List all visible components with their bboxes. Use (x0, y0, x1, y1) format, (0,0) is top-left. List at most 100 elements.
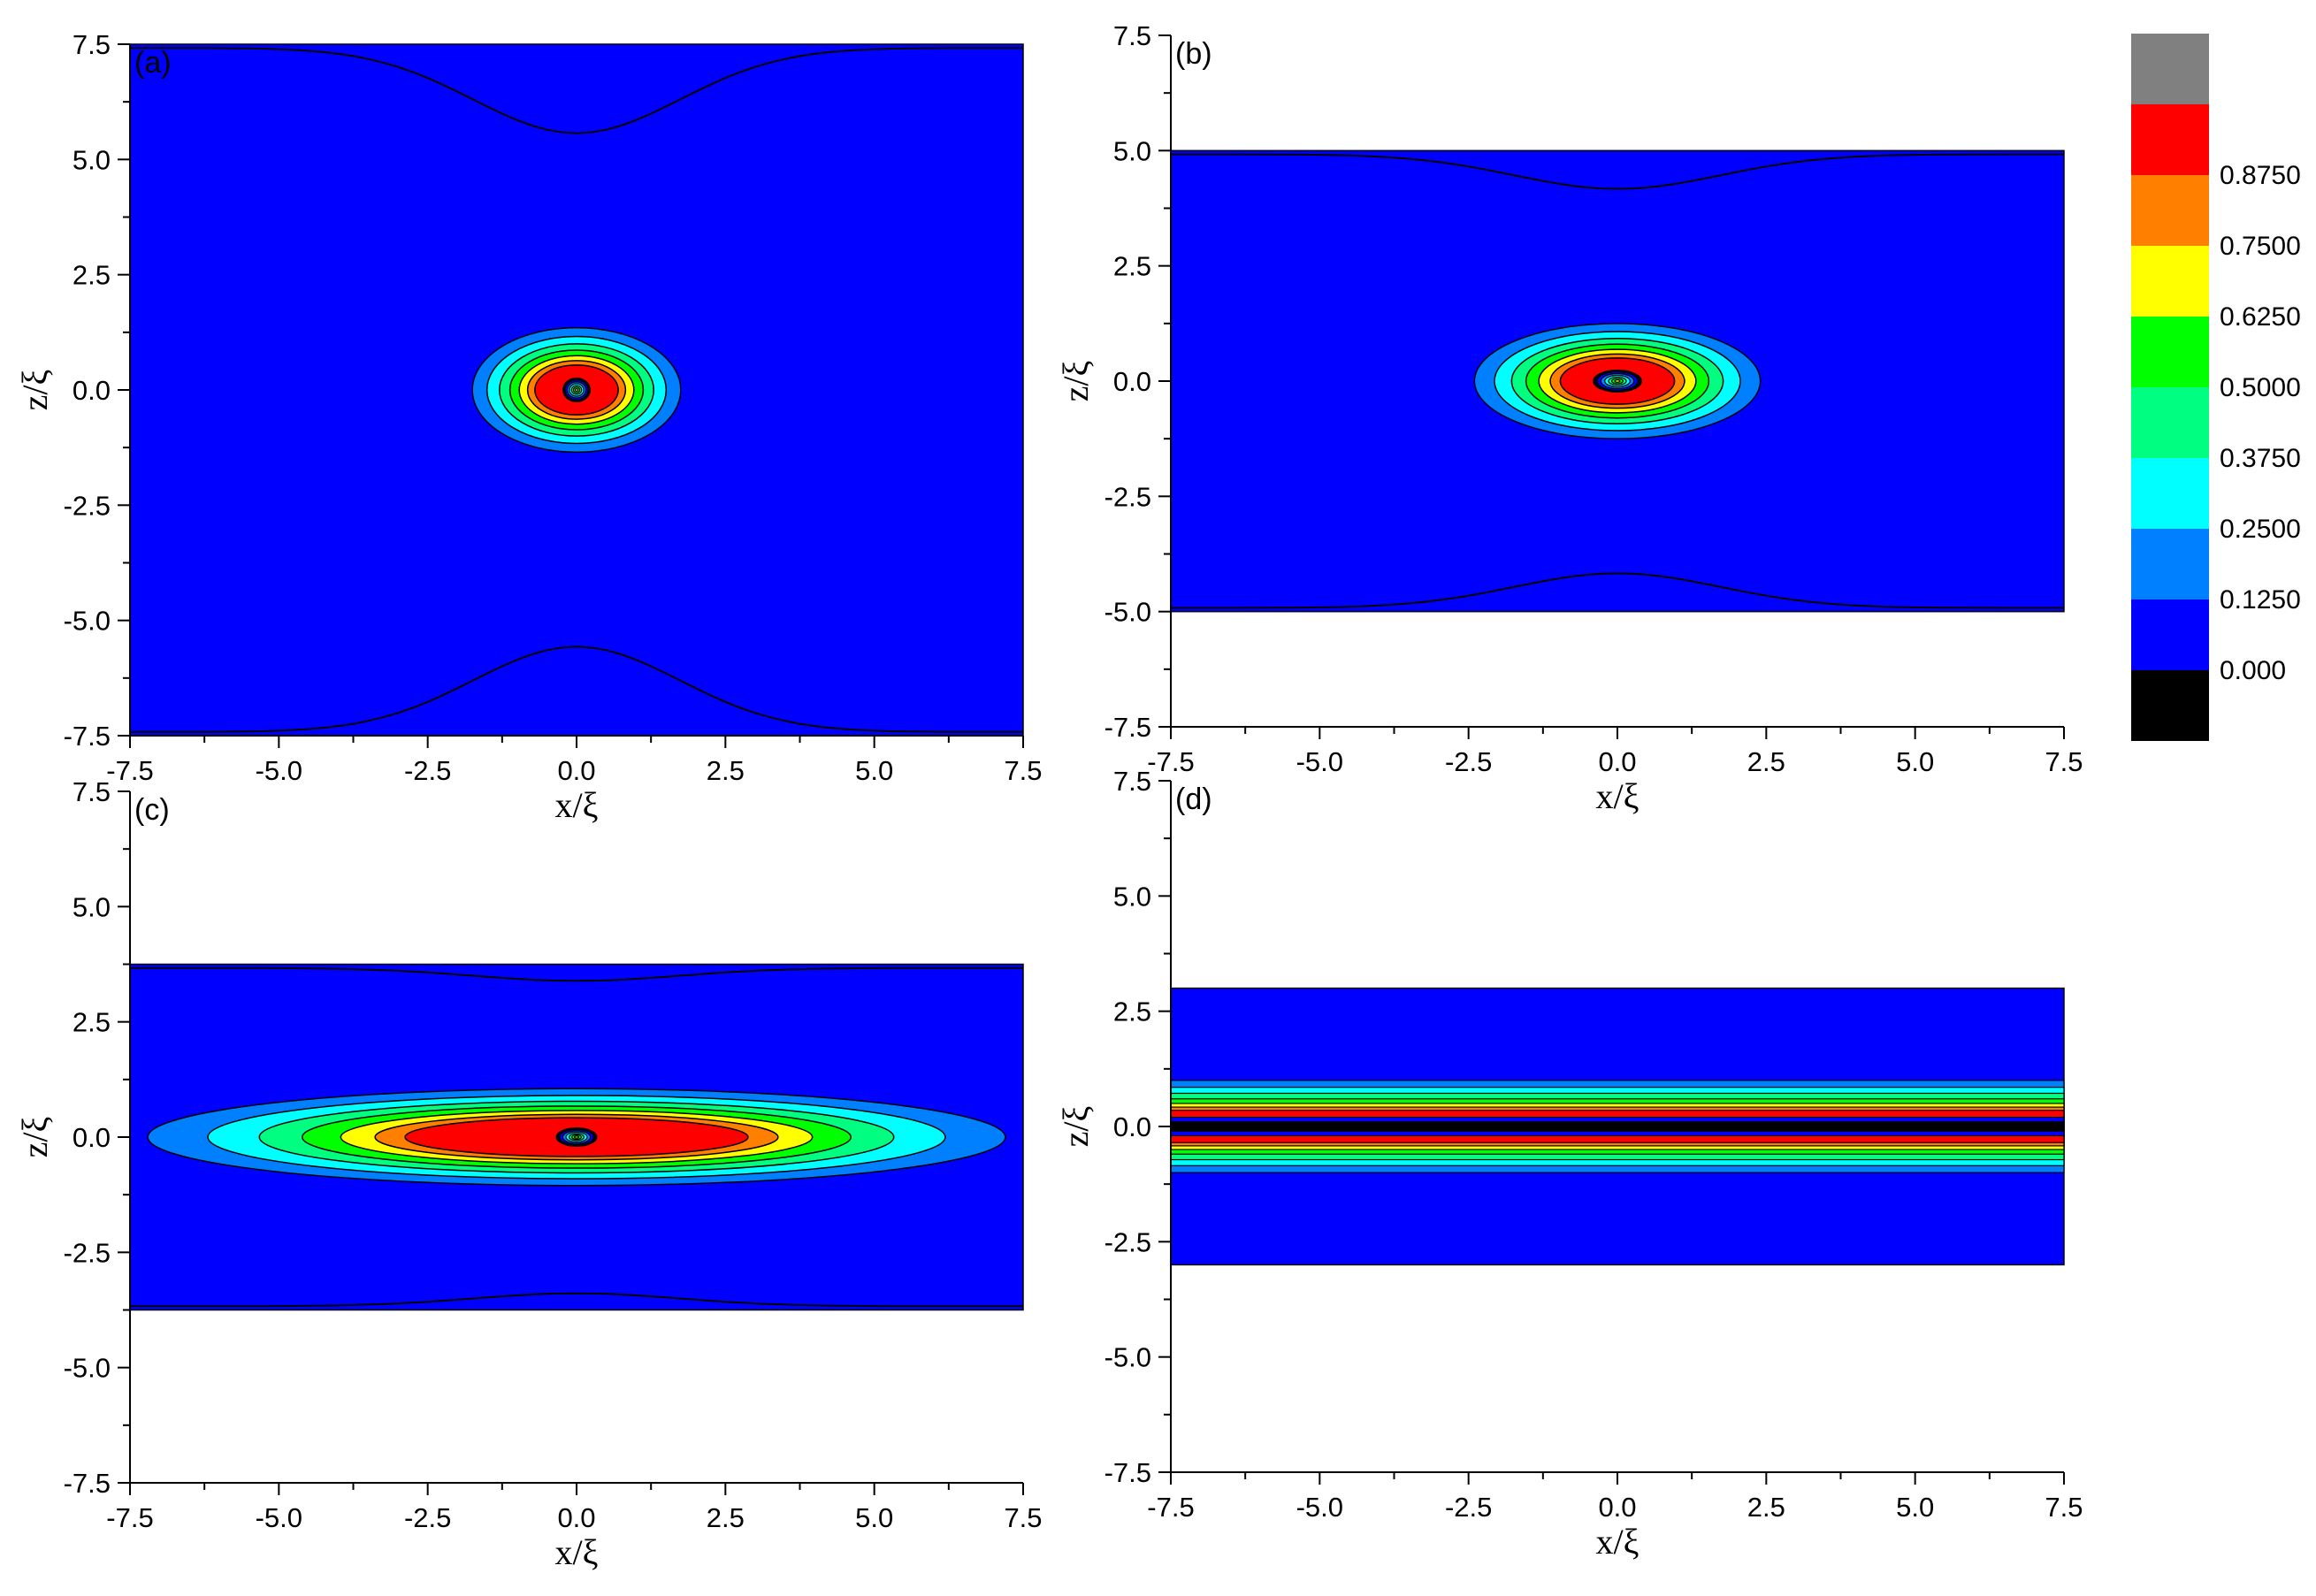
x-tick-label: 7.5 (2045, 746, 2083, 777)
upper-boundary-contour (1171, 153, 2064, 190)
lower-boundary-contour (130, 645, 1023, 733)
y-tick-label: -7.5 (1104, 712, 1151, 743)
colorbar-label: 0.000 (2220, 656, 2286, 685)
y-tick-label: -7.5 (64, 1468, 111, 1499)
y-tick-label: 0.0 (1113, 1111, 1151, 1142)
y-tick-label: -5.0 (64, 606, 111, 637)
x-tick-label: -5.0 (256, 1502, 302, 1533)
y-tick-label: 7.5 (73, 776, 111, 807)
panel-d: -7.5 -5.0 -2.5 0.0 2.5 5.0 7.5 -7.5 -5.0 -2.5 0.0 2… (1056, 766, 2083, 1562)
colorbar-swatch (2131, 246, 2209, 317)
colorbar: 0.8750 0.7500 0.6250 0.5000 0.3750 0.2500 0.12… (2131, 34, 2301, 741)
y-tick-label: 7.5 (1113, 766, 1151, 797)
upper-boundary-contour (130, 47, 1023, 134)
y-axis-title: z/ξ (1056, 1106, 1096, 1148)
x-axis-title: x/ξ (555, 785, 599, 825)
x-tick-label: 0.0 (1598, 746, 1636, 777)
x-tick-label: -2.5 (1445, 746, 1492, 777)
x-tick-label: -2.5 (1445, 1492, 1492, 1523)
y-tick-label: -7.5 (64, 721, 111, 752)
x-tick-label: -5.0 (256, 755, 302, 786)
lower-boundary-contour (1171, 572, 2064, 609)
x-axis-title: x/ξ (1596, 776, 1640, 816)
panel-b: -7.5 -5.0 -2.5 0.0 2.5 5.0 7.5-7.5-5.0-2.50.02… (1056, 20, 2083, 816)
x-tick-label: 7.5 (2045, 1492, 2083, 1523)
y-tick-label: 2.5 (73, 260, 111, 291)
x-tick-label: 2.5 (1747, 1492, 1785, 1523)
core-contour-level (1614, 379, 1621, 383)
x-tick-label: 7.5 (1004, 1502, 1042, 1533)
colorbar-swatch (2131, 387, 2209, 458)
colorbar-swatch (2131, 599, 2209, 670)
x-tick-label: -7.5 (1147, 746, 1194, 777)
x-tick-label: 2.5 (707, 755, 745, 786)
colorbar-label: 0.8750 (2220, 161, 2301, 190)
lower-boundary-contour (130, 1292, 1023, 1308)
panel-a: -7.5 -5.0 -2.5 0.0 2.5 5.0 7.5-7.5-5.0-2.50.02… (15, 29, 1043, 825)
y-tick-label: -2.5 (1104, 1226, 1151, 1257)
x-tick-label: 5.0 (1896, 746, 1934, 777)
panel-label: (c) (134, 793, 170, 827)
panel-label: (d) (1175, 783, 1212, 816)
panel-label: (a) (134, 46, 172, 80)
y-tick-label: -7.5 (1104, 1457, 1151, 1488)
y-tick-label: -2.5 (64, 490, 111, 521)
y-tick-label: 5.0 (73, 144, 111, 175)
x-axis-title: x/ξ (555, 1532, 599, 1572)
x-tick-label: 2.5 (707, 1502, 745, 1533)
y-tick-label: 2.5 (1113, 251, 1151, 282)
y-tick-label: 5.0 (73, 891, 111, 922)
x-tick-label: -5.0 (1296, 1492, 1343, 1523)
y-tick-label: 7.5 (73, 29, 111, 60)
panel-c: -7.5 -5.0 -2.5 0.0 2.5 5.0 7.5 -7.5 -5.0 -2.5 0.0 2… (15, 776, 1043, 1572)
colorbar-label: 0.2500 (2220, 515, 2301, 544)
x-tick-label: 5.0 (855, 755, 893, 786)
x-tick-label: 5.0 (1896, 1492, 1934, 1523)
y-tick-label: -5.0 (1104, 597, 1151, 628)
y-tick-label: 7.5 (1113, 20, 1151, 51)
y-tick-label: 2.5 (73, 1007, 111, 1038)
y-tick-label: 5.0 (1113, 881, 1151, 912)
core-contour-level (574, 387, 579, 393)
contour-band (1170, 1121, 2065, 1132)
y-tick-label: -2.5 (1104, 481, 1151, 512)
colorbar-label: 0.7500 (2220, 232, 2301, 261)
colorbar-swatch (2131, 529, 2209, 599)
colorbar-label: 0.6250 (2220, 302, 2301, 332)
core-contour-level (573, 1135, 580, 1139)
colorbar-swatch (2131, 34, 2209, 104)
y-tick-label: -5.0 (64, 1353, 111, 1384)
x-tick-label: -5.0 (1296, 746, 1343, 777)
colorbar-label: 0.5000 (2220, 373, 2301, 402)
y-tick-label: -2.5 (64, 1237, 111, 1268)
x-tick-label: 2.5 (1747, 746, 1785, 777)
colorbar-swatch (2131, 104, 2209, 175)
x-tick-label: 0.0 (557, 755, 595, 786)
x-tick-label: -2.5 (404, 755, 451, 786)
colorbar-label: 0.3750 (2220, 444, 2301, 473)
colorbar-swatch (2131, 670, 2209, 741)
colorbar-swatch (2131, 317, 2209, 387)
y-axis-title: z/ξ (15, 1117, 55, 1158)
panel-label: (b) (1175, 37, 1212, 71)
y-axis-title: z/ξ (15, 370, 55, 411)
x-tick-label: -7.5 (1147, 1492, 1194, 1523)
x-tick-label: -2.5 (404, 1502, 451, 1533)
upper-boundary-contour (130, 966, 1023, 982)
y-tick-label: 0.0 (73, 1122, 111, 1153)
x-axis-title: x/ξ (1596, 1522, 1640, 1562)
y-tick-label: 5.0 (1113, 135, 1151, 166)
x-tick-label: 5.0 (855, 1502, 893, 1533)
x-tick-label: 0.0 (1598, 1492, 1636, 1523)
y-tick-label: -5.0 (1104, 1342, 1151, 1373)
x-tick-label: -7.5 (106, 755, 153, 786)
y-tick-label: 0.0 (1113, 366, 1151, 397)
colorbar-swatch (2131, 458, 2209, 529)
x-tick-label: -7.5 (106, 1502, 153, 1533)
x-tick-label: 0.0 (557, 1502, 595, 1533)
x-tick-label: 7.5 (1004, 755, 1042, 786)
y-tick-label: 2.5 (1113, 997, 1151, 1027)
colorbar-swatch (2131, 175, 2209, 246)
y-axis-title: z/ξ (1056, 361, 1096, 402)
